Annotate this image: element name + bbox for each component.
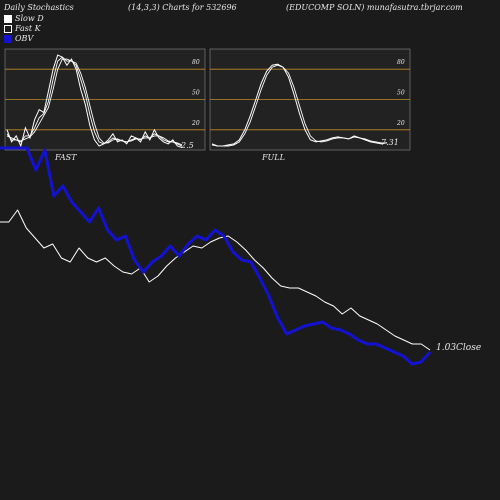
close-series-line	[0, 209, 431, 351]
full-last-value: 7.31	[381, 138, 399, 147]
legend-swatch-icon	[4, 35, 12, 43]
chart-title: Daily Stochastics	[4, 3, 74, 12]
legend-swatch-icon	[4, 25, 12, 33]
legend-label: OBV	[15, 34, 34, 43]
legend-label: Slow D	[15, 14, 44, 23]
fast-series-line	[6, 54, 183, 148]
legend-label: Fast K	[15, 24, 41, 33]
legend-item-slow-d: Slow D	[4, 14, 44, 24]
fast-panel-label: FAST	[54, 153, 77, 162]
fast-ytick-label: 80	[192, 59, 200, 66]
full-ytick-label: 80	[397, 59, 405, 66]
fast-panel: 20 50 80 2.5	[4, 48, 206, 151]
chart-subtitle: (14,3,3) Charts for 532696	[128, 3, 237, 12]
legend-item-obv: OBV	[4, 34, 44, 44]
full-panel-label: FULL	[261, 153, 285, 162]
full-panel: 20 50 80 7.31	[209, 48, 411, 151]
price-area	[0, 146, 432, 366]
legend: Slow D Fast K OBV	[4, 14, 44, 44]
fast-series-line	[6, 58, 183, 146]
fast-last-value: 2.5	[180, 141, 194, 150]
fast-series-line	[6, 56, 183, 147]
legend-swatch-icon	[4, 15, 12, 23]
legend-item-fast-k: Fast K	[4, 24, 44, 34]
chart-source: (EDUCOMP SOLN) munafasutra.tbrjar.com	[286, 3, 463, 12]
full-ytick-label: 20	[396, 120, 405, 127]
fast-ytick-label: 50	[192, 90, 200, 97]
full-series-line	[211, 64, 387, 147]
full-ytick-label: 50	[397, 90, 405, 97]
obv-series-line	[0, 146, 432, 366]
fast-ytick-label: 20	[191, 120, 200, 127]
close-label: 1.03Close	[436, 343, 481, 353]
